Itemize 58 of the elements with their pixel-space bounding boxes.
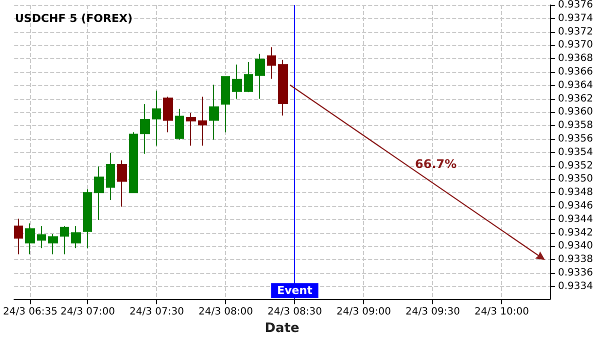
y-tick-label: 0.9360 [558, 106, 593, 118]
y-tick-label: 0.9374 [558, 12, 593, 24]
candlestick [232, 64, 242, 100]
candlestick [94, 166, 104, 221]
candlestick [163, 96, 173, 133]
candlestick [83, 188, 92, 249]
candlestick [48, 234, 58, 255]
x-tick-label: 24/3 08:00 [198, 306, 253, 318]
y-tick-label: 0.9344 [558, 214, 593, 225]
candlestick [106, 152, 115, 200]
candlestick [255, 53, 265, 100]
y-tick-label: 0.9352 [558, 160, 593, 172]
x-tick-label: 24/3 06:35 [3, 306, 58, 318]
y-tick-label: 0.9358 [558, 120, 593, 132]
x-tick-label: 24/3 07:30 [129, 306, 184, 318]
y-tick-label: 0.9370 [558, 40, 593, 51]
y-tick-label: 0.9334 [558, 280, 593, 292]
candlestick [209, 84, 219, 140]
y-tick-label: 0.9376 [558, 0, 593, 10]
candlestick [129, 132, 138, 194]
candlestick [186, 112, 196, 146]
y-tick-label: 0.9372 [558, 26, 593, 38]
x-tick-label: 24/3 07:00 [60, 306, 115, 318]
ref-line-label: Event [277, 284, 312, 298]
candlestick [71, 226, 81, 249]
y-tick-label: 0.9340 [558, 240, 593, 252]
annotation: 66.7% [415, 157, 457, 171]
candlestick [175, 108, 184, 140]
candlestick [267, 46, 276, 80]
x-tick-label: 24/3 09:00 [336, 306, 391, 318]
candlestick [221, 76, 230, 133]
y-tick-label: 0.9364 [558, 80, 593, 91]
candlestick [14, 218, 23, 255]
y-tick-label: 0.9342 [558, 227, 593, 238]
y-tick-label: 0.9354 [558, 146, 593, 158]
y-tick-label: 0.9366 [558, 66, 593, 78]
candlestick [198, 96, 207, 146]
candlestick [244, 61, 253, 93]
y-tick-label: 0.9362 [558, 93, 593, 104]
candlestick [278, 59, 288, 116]
candlestick [152, 90, 161, 146]
y-tick-label: 0.9368 [558, 53, 593, 64]
y-tick-label: 0.9348 [558, 187, 593, 198]
x-axis-title: Date [264, 321, 300, 336]
x-tick-label: 24/3 10:00 [474, 306, 529, 318]
x-tick-label: 24/3 08:30 [267, 306, 322, 318]
candlestick [140, 104, 150, 154]
x-tick-label: 24/3 09:30 [405, 306, 460, 318]
text: USDCHF 5 (FOREX) [15, 12, 132, 25]
candlestick [25, 222, 35, 255]
candlestick [60, 226, 69, 255]
y-tick-label: 0.9356 [558, 133, 593, 144]
y-tick-label: 0.9338 [558, 254, 593, 266]
candlestick [117, 160, 127, 208]
candlestick [37, 226, 46, 249]
y-tick-label: 0.9346 [558, 200, 593, 212]
y-tick-label: 0.9336 [558, 267, 593, 278]
y-tick-label: 0.9350 [558, 174, 593, 185]
